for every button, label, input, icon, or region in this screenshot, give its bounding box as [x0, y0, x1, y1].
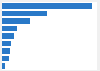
Bar [2, 3, 92, 9]
Bar [2, 26, 17, 31]
Bar [2, 63, 4, 69]
Bar [2, 41, 11, 46]
Bar [2, 33, 14, 39]
Bar [2, 56, 8, 61]
Bar [2, 11, 47, 16]
Bar [2, 48, 10, 54]
Bar [2, 18, 29, 24]
